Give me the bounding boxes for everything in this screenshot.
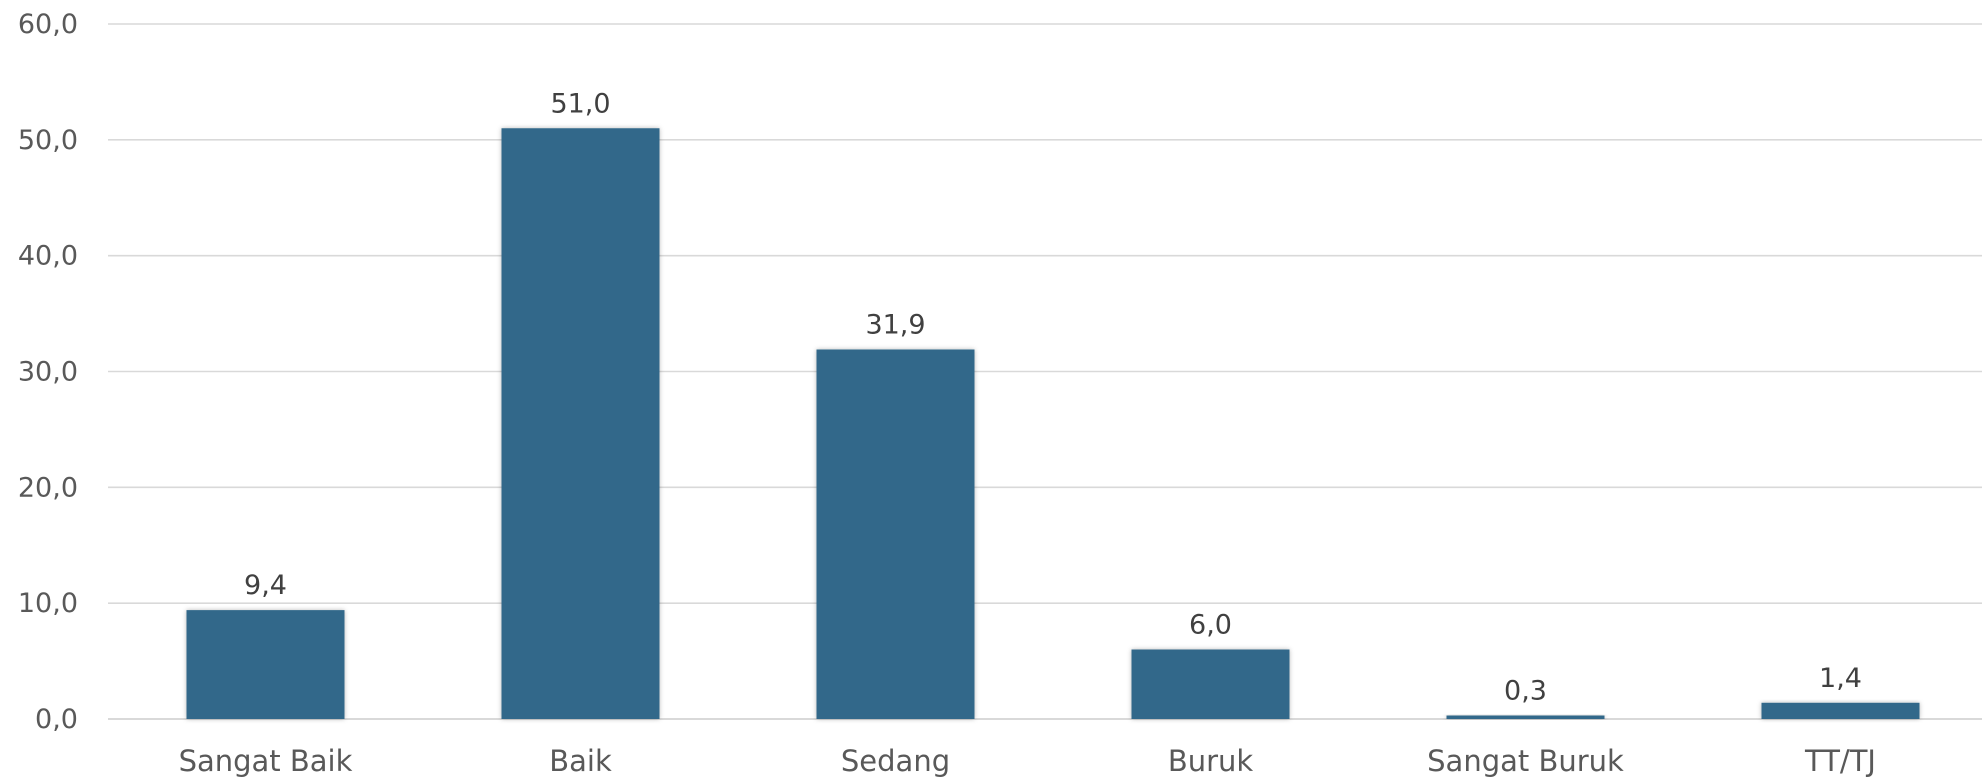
data-label: 0,3	[1504, 676, 1547, 707]
y-tick-label: 10,0	[18, 588, 78, 619]
y-tick-label: 0,0	[35, 704, 78, 735]
y-tick-label: 50,0	[18, 125, 78, 156]
bar	[186, 610, 345, 719]
x-tick-label: Buruk	[1168, 744, 1254, 777]
x-axis-category-labels: Sangat Baik Baik Sedang Buruk Sangat Buruk TT…	[179, 744, 1876, 777]
y-tick-label: 60,0	[18, 9, 78, 40]
gridlines	[108, 23, 1982, 720]
bars	[186, 128, 1920, 719]
y-tick-label: 30,0	[18, 357, 78, 388]
x-tick-label: Sedang	[841, 744, 950, 777]
x-tick-label: Baik	[549, 744, 612, 777]
bar	[501, 128, 660, 719]
bar	[1761, 702, 1920, 719]
data-label: 31,9	[865, 309, 925, 340]
x-tick-label: TT/TJ	[1804, 744, 1876, 777]
bar	[816, 349, 975, 719]
bar	[1446, 715, 1605, 719]
data-label: 6,0	[1189, 610, 1232, 641]
y-tick-label: 40,0	[18, 241, 78, 272]
x-tick-label: Sangat Baik	[179, 744, 353, 777]
data-label: 1,4	[1819, 663, 1862, 694]
data-label: 51,0	[550, 88, 610, 119]
y-tick-label: 20,0	[18, 472, 78, 503]
x-tick-label: Sangat Buruk	[1427, 744, 1624, 777]
bar	[1131, 649, 1290, 719]
data-labels: 9,4 51,0 31,9 6,0 0,3 1,4	[244, 88, 1862, 706]
y-axis-tick-labels: 0,0 10,0 20,0 30,0 40,0 50,0 60,0	[18, 9, 78, 735]
data-label: 9,4	[244, 570, 287, 601]
